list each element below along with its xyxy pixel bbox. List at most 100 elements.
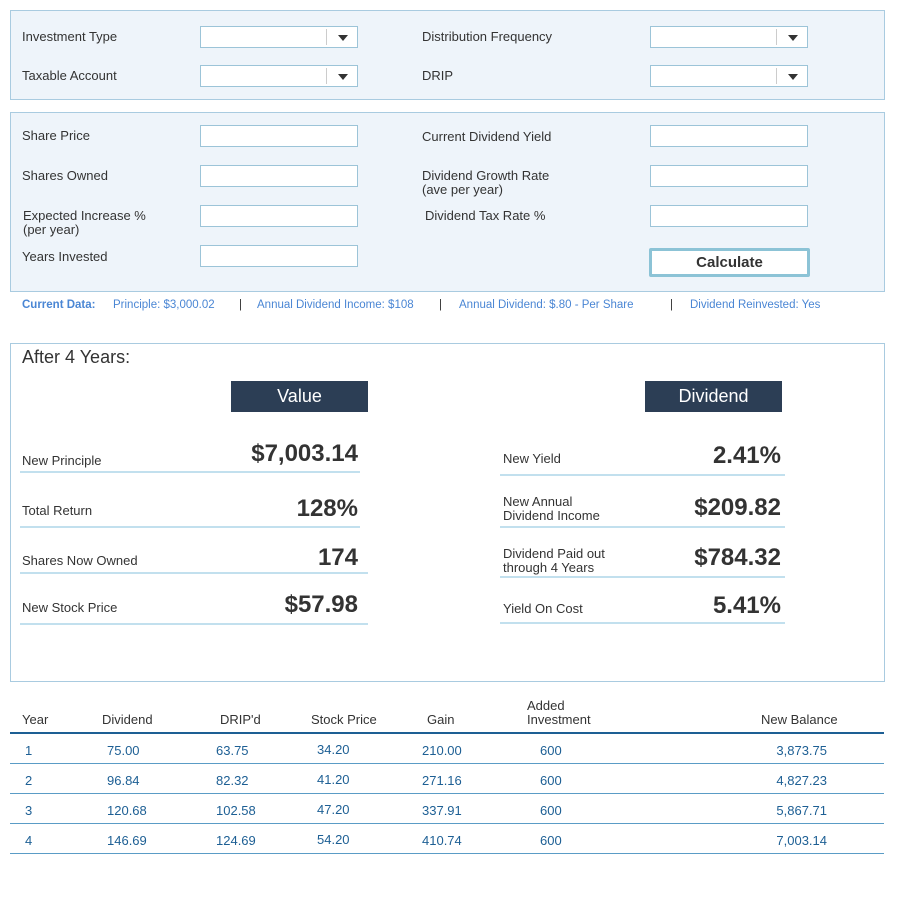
table-cell: 124.69	[216, 833, 256, 848]
column-header: Dividend	[102, 712, 153, 727]
underline	[500, 576, 785, 578]
result-value: 2.41%	[712, 442, 781, 469]
field-label: Share Price	[22, 128, 90, 143]
field-label: Current Dividend Yield	[422, 129, 552, 144]
table-cell: 1	[25, 743, 33, 758]
current-data-item: Annual Dividend Income: $108	[257, 299, 414, 311]
table-cell: 337.91	[422, 803, 462, 818]
table-cell: 41.20	[317, 772, 350, 787]
field-label: Shares Owned	[22, 168, 108, 183]
text-input[interactable]	[650, 205, 808, 227]
result-value: $784.32	[694, 544, 781, 571]
table-cell: 120.68	[107, 803, 147, 818]
row-rule	[10, 793, 884, 794]
current-data-label: Current Data:	[22, 299, 96, 311]
field-label: Distribution Frequency	[422, 29, 553, 44]
table-cell: 82.32	[216, 773, 249, 788]
table-cell: 47.20	[317, 802, 350, 817]
dropdown[interactable]	[650, 65, 808, 87]
table-cell: 4	[25, 833, 33, 848]
text-input[interactable]	[200, 165, 358, 187]
table-cell: 600	[540, 803, 562, 818]
column-header: New Balance	[761, 712, 838, 727]
separator: |	[439, 299, 442, 311]
table-cell: 3,873.75	[776, 743, 827, 758]
result-label: Yield On Cost	[503, 601, 583, 616]
field-label: Expected Increase %	[23, 208, 146, 223]
table-cell: 63.75	[216, 743, 249, 758]
underline	[500, 526, 785, 528]
underline	[20, 623, 368, 625]
text-input[interactable]	[200, 245, 358, 267]
result-value: $7,003.14	[251, 440, 358, 467]
field-label: Dividend Tax Rate %	[425, 208, 546, 223]
text-input[interactable]	[200, 125, 358, 147]
row-rule	[10, 823, 884, 824]
field-label: (ave per year)	[422, 182, 503, 197]
underline	[500, 622, 785, 624]
row-rule	[10, 763, 884, 764]
text-input[interactable]	[650, 165, 808, 187]
column-header: Year	[22, 712, 49, 727]
underline	[500, 474, 785, 476]
table-cell: 102.58	[216, 803, 256, 818]
table-cell: 600	[540, 833, 562, 848]
separator: |	[239, 299, 242, 311]
result-value: $57.98	[284, 591, 358, 618]
column-header: Added	[527, 698, 565, 713]
separator: |	[670, 299, 673, 311]
result-label: Total Return	[22, 503, 93, 518]
results-title: After 4 Years:	[22, 347, 131, 367]
table-cell: 210.00	[422, 743, 462, 758]
table-cell: 75.00	[107, 743, 140, 758]
dropdown[interactable]	[650, 26, 808, 48]
table-cell: 2	[25, 773, 33, 788]
column-header: Gain	[427, 712, 455, 727]
underline	[20, 526, 360, 528]
result-label: Dividend Paid out	[503, 546, 605, 561]
field-label: Dividend Growth Rate	[422, 168, 550, 183]
field-label: Years Invested	[22, 249, 108, 264]
text-input[interactable]	[650, 125, 808, 147]
row-rule	[10, 853, 884, 854]
result-label: New Annual	[503, 494, 573, 509]
table-cell: 4,827.23	[776, 773, 827, 788]
header-rule	[10, 732, 884, 734]
table-cell: 7,003.14	[776, 833, 827, 848]
field-label: Investment Type	[22, 29, 118, 44]
field-label: Taxable Account	[22, 68, 117, 83]
table-cell: 146.69	[107, 833, 147, 848]
table-cell: 410.74	[422, 833, 462, 848]
table-cell: 3	[25, 803, 33, 818]
text-input[interactable]	[200, 205, 358, 227]
current-data-item: Annual Dividend: $.80 - Per Share	[459, 299, 634, 311]
result-label: New Stock Price	[22, 600, 118, 615]
calculate-button[interactable]: Calculate	[649, 248, 810, 277]
result-label: Dividend Income	[503, 508, 600, 523]
column-header: Stock Price	[311, 712, 377, 727]
result-value: $209.82	[694, 494, 781, 521]
underline	[20, 572, 368, 574]
value-header: Value	[231, 381, 368, 412]
table-cell: 600	[540, 773, 562, 788]
current-data-item: Principle: $3,000.02	[113, 299, 215, 311]
result-label: New Principle	[22, 453, 102, 468]
table-cell: 271.16	[422, 773, 462, 788]
field-label: DRIP	[422, 68, 454, 83]
dropdown[interactable]	[200, 26, 358, 48]
dividend-header: Dividend	[645, 381, 782, 412]
result-value: 174	[317, 544, 358, 571]
dropdown[interactable]	[200, 65, 358, 87]
table-cell: 54.20	[317, 832, 350, 847]
result-value: 5.41%	[712, 592, 781, 619]
result-value: 128%	[296, 495, 358, 522]
result-label: Shares Now Owned	[22, 553, 138, 568]
result-label: through 4 Years	[503, 560, 595, 575]
table-cell: 96.84	[107, 773, 140, 788]
field-label: (per year)	[23, 222, 80, 237]
column-header: DRIP'd	[220, 712, 261, 727]
table-cell: 600	[540, 743, 562, 758]
underline	[20, 471, 360, 473]
current-data-item: Dividend Reinvested: Yes	[690, 299, 821, 311]
